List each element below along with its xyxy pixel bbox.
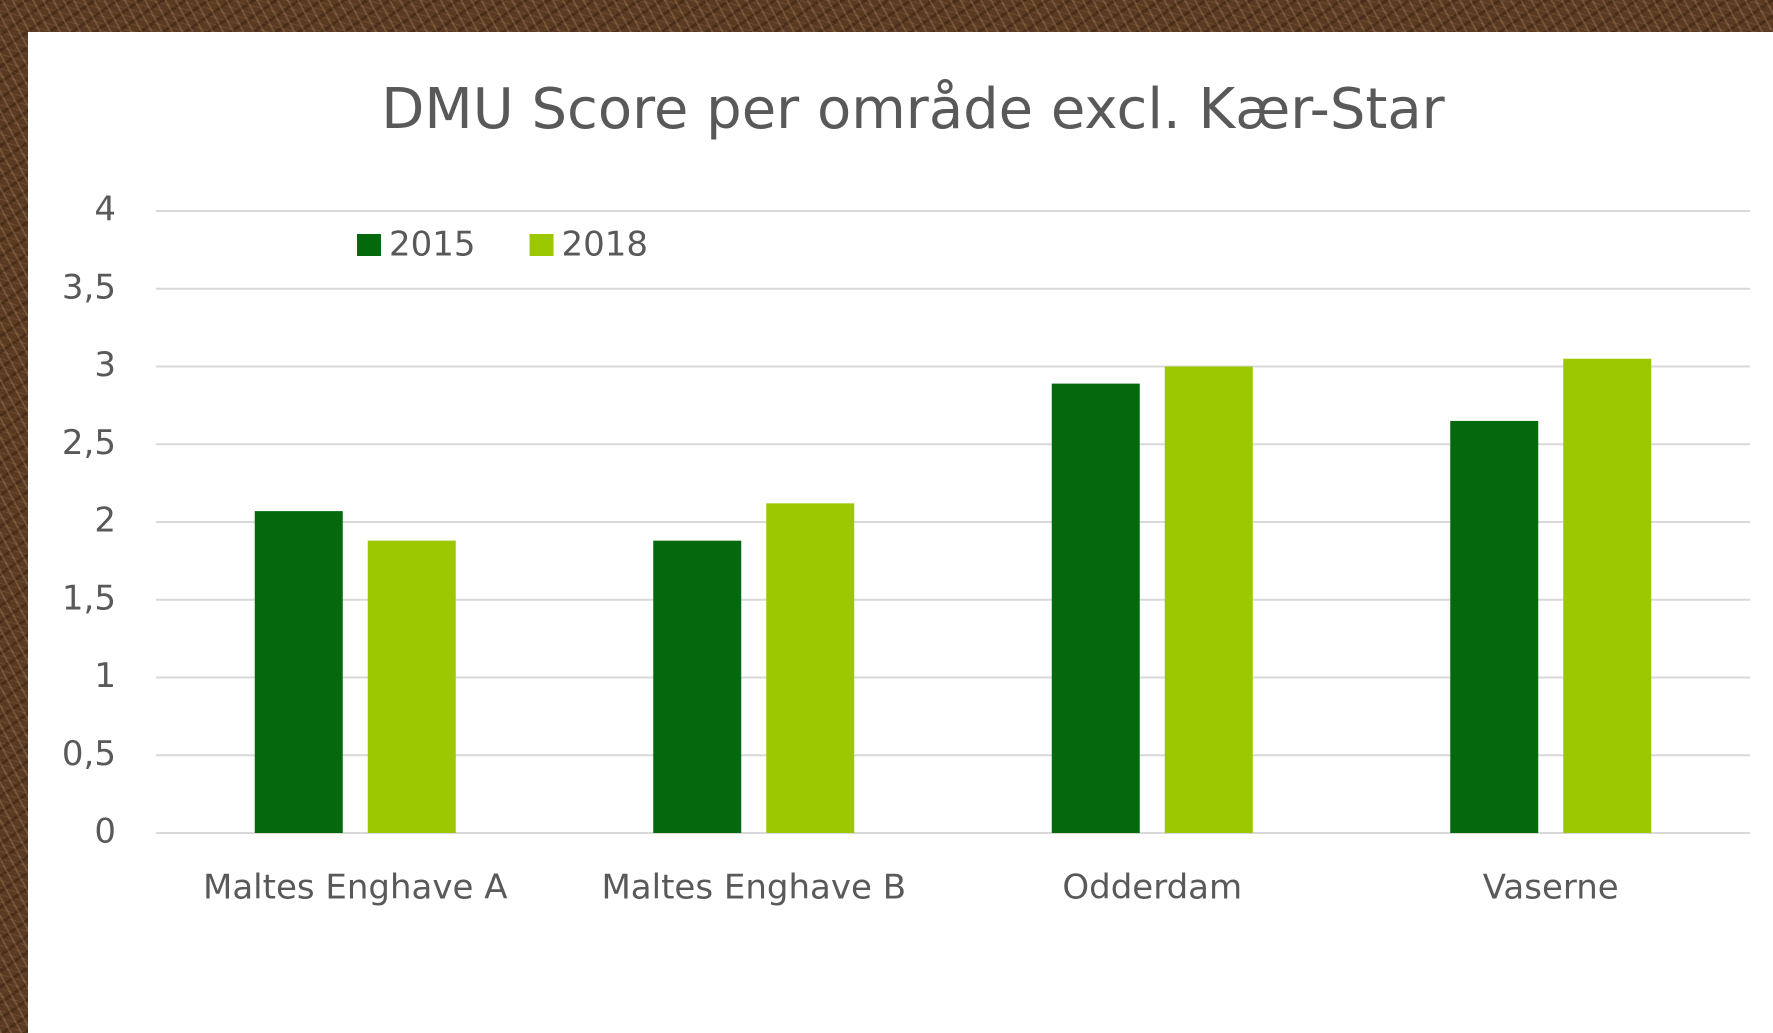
page: DMU Score per område excl. Kær-Star 0 0,5… (0, 0, 1773, 1033)
chart: DMU Score per område excl. Kær-Star 0 0,5… (0, 0, 1773, 1033)
legend-label: 2015 (389, 225, 476, 265)
y-tick-label: 1,5 (62, 578, 116, 618)
y-tick-label: 1 (94, 656, 116, 696)
bar (255, 511, 343, 833)
bar (766, 503, 854, 833)
bar (653, 541, 741, 833)
bar (1165, 367, 1253, 834)
y-tick-label: 2 (94, 501, 116, 541)
x-tick-label: Maltes Enghave B (601, 868, 906, 908)
legend-swatch (357, 234, 381, 256)
x-tick-label: Odderdam (1062, 868, 1242, 908)
legend-label: 2018 (562, 225, 649, 265)
legend-swatch (530, 234, 554, 256)
y-tick-label: 0,5 (62, 734, 116, 774)
x-tick-label: Vaserne (1483, 868, 1619, 908)
bar (1450, 421, 1538, 833)
bar (1052, 384, 1140, 833)
y-tick-label: 3 (94, 345, 116, 385)
y-tick-label: 0 (94, 812, 116, 852)
chart-title: DMU Score per område excl. Kær-Star (381, 77, 1445, 142)
y-tick-label: 3,5 (62, 267, 116, 307)
bar (368, 541, 456, 833)
y-tick-label: 4 (94, 190, 116, 230)
bar (1563, 359, 1651, 833)
y-tick-label: 2,5 (62, 423, 116, 463)
x-tick-label: Maltes Enghave A (203, 868, 508, 908)
